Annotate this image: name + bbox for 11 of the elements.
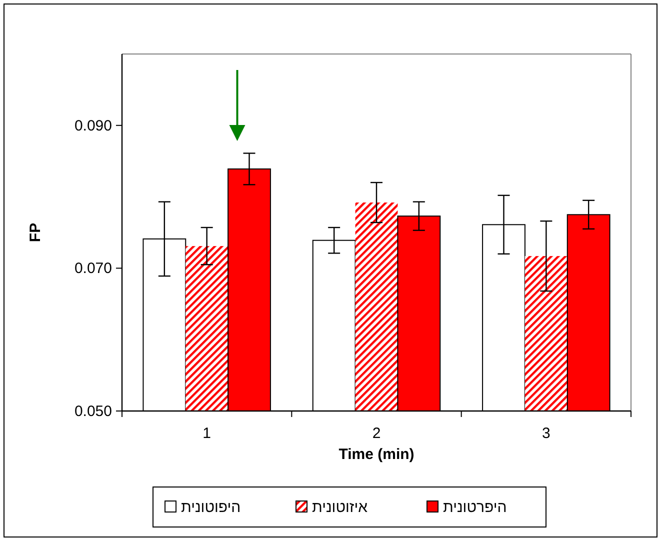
y-tick-label: 0.050 (74, 403, 112, 420)
legend-label: היפוטונית (181, 499, 241, 516)
x-tick-label: 2 (372, 425, 381, 442)
y-tick-label: 0.090 (74, 117, 112, 134)
legend-label: איזוטונית (312, 499, 368, 516)
y-tick-label: 0.070 (74, 260, 112, 278)
x-axis-title: Time (min) (338, 446, 414, 463)
legend-label: היפרטונית (443, 499, 507, 516)
x-tick-label: 1 (202, 425, 212, 442)
x-tick-label: 3 (542, 425, 550, 442)
y-axis-title: FP (27, 222, 44, 242)
